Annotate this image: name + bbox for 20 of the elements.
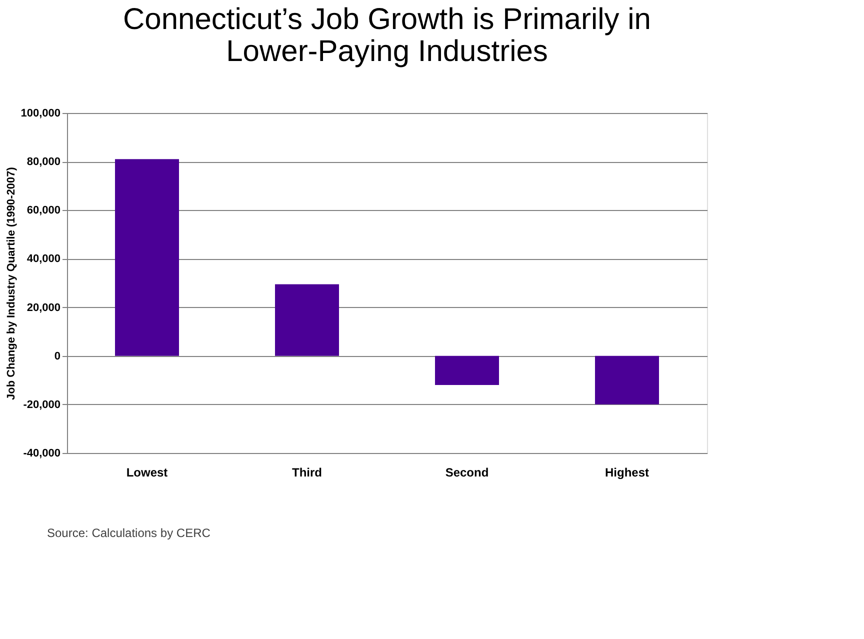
y-tick-label: 20,000	[26, 302, 60, 314]
x-tick-label: Second	[445, 466, 489, 480]
y-tick-label: -40,000	[23, 448, 60, 460]
x-tick-label: Lowest	[126, 466, 168, 480]
bar	[595, 356, 659, 404]
y-tick-label: -20,000	[23, 398, 60, 411]
y-tick-label: 100,000	[20, 108, 60, 120]
y-tick-label: 0	[54, 350, 60, 362]
text: Connecticut’s Job Growth is Primarily in	[123, 3, 651, 36]
y-tick-label: 80,000	[26, 156, 60, 168]
y-tick-label: 60,000	[26, 204, 60, 217]
text: Lower-Paying Industries	[226, 35, 548, 68]
bar	[435, 356, 499, 385]
x-tick-label: Third	[292, 466, 322, 480]
source-note: Source: Calculations by CERC	[47, 526, 211, 540]
y-tick-label: 40,000	[26, 253, 60, 266]
x-tick-label: Highest	[604, 466, 650, 480]
y-axis-title: Job Change by Industry Quartile (1990-2007)	[6, 166, 18, 400]
bar	[275, 284, 339, 356]
bar	[115, 159, 179, 356]
